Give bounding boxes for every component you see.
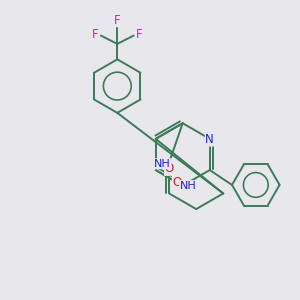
Text: NH: NH — [154, 159, 171, 169]
Text: NH: NH — [180, 181, 196, 191]
Text: O: O — [172, 176, 182, 189]
Text: F: F — [114, 14, 121, 27]
Text: F: F — [92, 28, 98, 40]
Text: F: F — [136, 28, 143, 40]
Text: O: O — [165, 162, 174, 175]
Text: N: N — [205, 133, 214, 146]
